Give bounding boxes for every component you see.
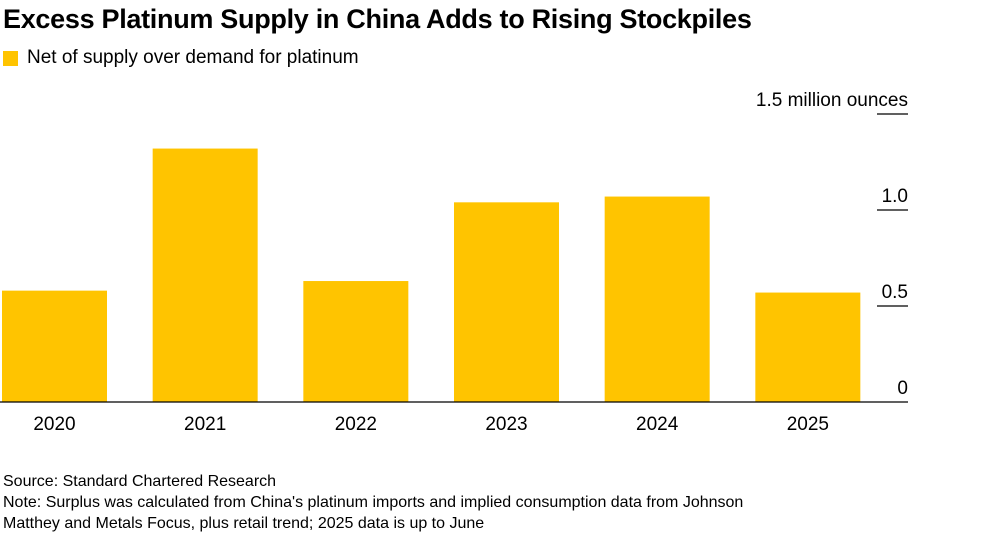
legend: Net of supply over demand for platinum [3,47,359,69]
x-tick-label-2022: 2022 [335,414,377,435]
x-tick-label-2025: 2025 [787,414,829,435]
note-text-line-1: Note: Surplus was calculated from China'… [3,494,744,511]
x-tick-label-2024: 2024 [636,414,679,435]
y-tick-label-3: 1.5 million ounces [756,90,908,111]
bar-2025 [755,292,861,402]
note-text-line-2: Matthey and Metals Focus, plus retail tr… [3,515,485,532]
chart-title: Excess Platinum Supply in China Adds to … [3,4,752,34]
x-tick-label-2020: 2020 [33,414,75,435]
bar-2022 [303,281,409,402]
bar-2024 [604,196,710,402]
legend-label: Net of supply over demand for platinum [27,47,359,68]
bar-2021 [152,148,258,402]
legend-swatch [3,50,18,66]
bar-2020 [2,290,107,402]
y-tick-label-2: 1.0 [882,186,908,207]
bar-2023 [454,202,559,402]
source-text: Source: Standard Chartered Research [3,473,277,490]
y-tick-label-0: 0 [897,378,908,399]
footer: Source: Standard Chartered Research Note… [3,471,743,534]
bar-chart: 2020 2021 2022 2023 2024 2025 0 0.5 1.0 1.5 milli… [0,90,908,435]
x-tick-label-2021: 2021 [184,414,226,435]
y-tick-label-1: 0.5 [882,282,908,303]
x-tick-label-2023: 2023 [485,414,527,435]
